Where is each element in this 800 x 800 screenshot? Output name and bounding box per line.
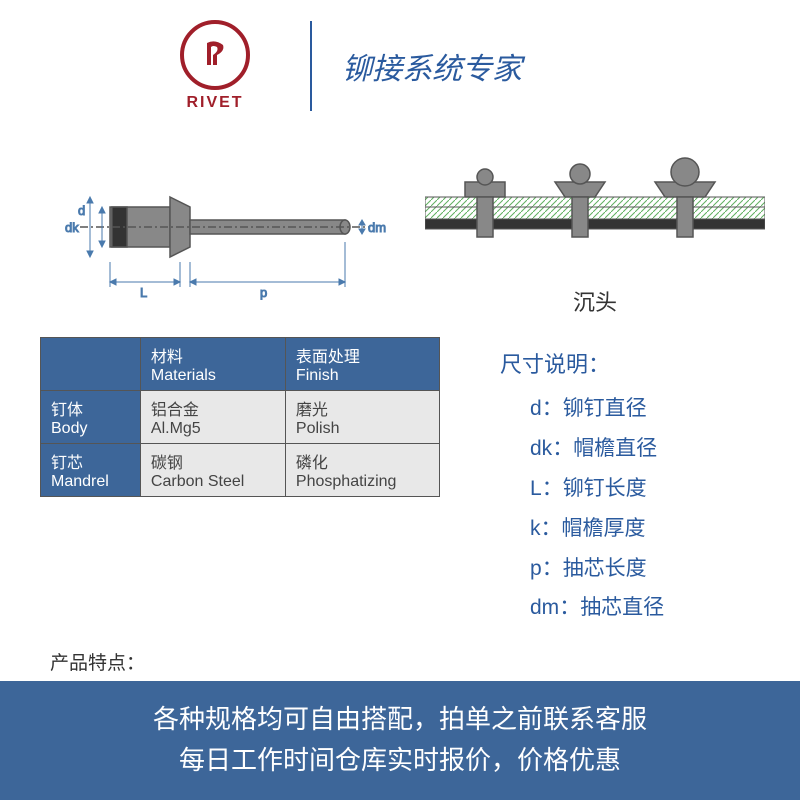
footer-banner: 各种规格均可自由搭配，拍单之前联系客服 每日工作时间仓库实时报价，价格优惠 — [0, 681, 800, 800]
legend-item: d：铆钉直径 — [500, 389, 760, 429]
th-finish: 表面处理Finish — [285, 338, 439, 391]
spec-table: 材料Materials 表面处理Finish 钉体Body 铝合金Al.Mg5 … — [40, 337, 440, 497]
label-dm: dm — [368, 220, 386, 235]
spec-table-container: 材料Materials 表面处理Finish 钉体Body 铝合金Al.Mg5 … — [40, 337, 440, 628]
row-label: 钉体Body — [41, 391, 141, 444]
cell-material: 铝合金Al.Mg5 — [140, 391, 285, 444]
legend-item: k：帽檐厚度 — [500, 509, 760, 549]
legend-item: L：铆钉长度 — [500, 469, 760, 509]
table-header-row: 材料Materials 表面处理Finish — [41, 338, 440, 391]
cell-material: 碳钢Carbon Steel — [140, 444, 285, 497]
legend-item: dm：抽芯直径 — [500, 588, 760, 628]
header-divider — [310, 21, 312, 111]
footer-line: 每日工作时间仓库实时报价，价格优惠 — [20, 740, 780, 782]
th-blank — [41, 338, 141, 391]
logo: RIVET — [180, 20, 250, 112]
footer-line: 各种规格均可自由搭配，拍单之前联系客服 — [20, 699, 780, 741]
label-p: p — [260, 285, 267, 300]
th-materials: 材料Materials — [140, 338, 285, 391]
legend-title: 尺寸说明： — [500, 347, 760, 379]
label-d: d — [78, 203, 85, 218]
header: RIVET 铆接系统专家 — [0, 0, 800, 142]
label-dk: dk — [65, 220, 79, 235]
slogan: 铆接系统专家 — [342, 44, 522, 88]
cell-finish: 磷化Phosphatizing — [285, 444, 439, 497]
cell-finish: 磨光Polish — [285, 391, 439, 444]
legend-item: dk：帽檐直径 — [500, 429, 760, 469]
diagram-row: dk d L p dm 沉 — [0, 142, 800, 337]
features-title: 产品特点： — [50, 648, 760, 675]
logo-icon — [180, 20, 250, 90]
dimension-legend: 尺寸说明： d：铆钉直径 dk：帽檐直径 L：铆钉长度 k：帽檐厚度 p：抽芯长… — [500, 337, 760, 628]
label-L: L — [140, 285, 147, 300]
mid-row: 材料Materials 表面处理Finish 钉体Body 铝合金Al.Mg5 … — [0, 337, 800, 628]
row-label: 钉芯Mandrel — [41, 444, 141, 497]
installation-diagram: 沉头 — [390, 152, 770, 317]
table-row: 钉体Body 铝合金Al.Mg5 磨光Polish — [41, 391, 440, 444]
table-row: 钉芯Mandrel 碳钢Carbon Steel 磷化Phosphatizing — [41, 444, 440, 497]
rivet-diagram: dk d L p dm — [40, 152, 390, 317]
diagram-caption: 沉头 — [420, 285, 770, 317]
legend-item: p：抽芯长度 — [500, 549, 760, 589]
logo-text: RIVET — [186, 94, 243, 112]
